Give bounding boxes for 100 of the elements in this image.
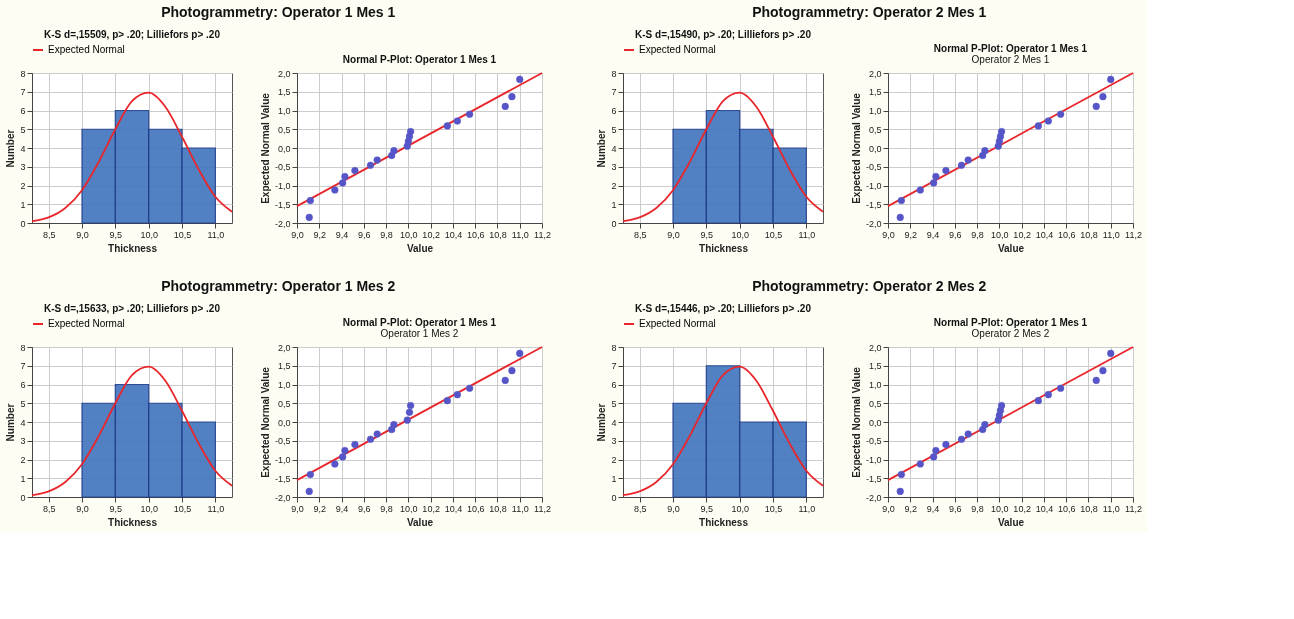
point: [1092, 376, 1100, 384]
point: [373, 430, 381, 438]
point: [341, 446, 349, 455]
x-axis-title: Thickness: [108, 242, 158, 254]
y-tick-label: -1,5: [274, 199, 291, 210]
point: [516, 349, 524, 357]
y-tick-label: -0,5: [865, 162, 882, 173]
chart-title: Normal P-Plot: Operator 1 Mes 1: [342, 54, 497, 65]
point: [897, 470, 905, 479]
x-tick-label: 10,6: [466, 229, 485, 240]
y-tick-label: -1,0: [274, 455, 291, 465]
point: [957, 435, 966, 443]
y-tick-label: -0,5: [274, 162, 291, 173]
y-tick-label: 1,5: [868, 87, 882, 98]
point: [1092, 102, 1100, 110]
point: [339, 453, 347, 461]
point: [916, 186, 924, 194]
x-tick-label: 11,2: [1125, 503, 1142, 514]
x-tick-label: 9,4: [926, 229, 940, 240]
text: Photogrammetry: Operator 1 Mes 1: [161, 3, 396, 20]
point: [466, 384, 474, 392]
y-tick-label: 3: [611, 436, 617, 447]
y-tick-label: 8: [611, 342, 617, 353]
point: [997, 401, 1006, 410]
x-tick-label: 11,0: [207, 503, 225, 514]
point: [351, 440, 359, 449]
point: [305, 487, 313, 495]
x-tick-label: 10,4: [1035, 503, 1054, 514]
point: [453, 391, 461, 399]
y-tick-label: 4: [611, 417, 617, 428]
point: [1044, 391, 1052, 399]
y-tick-label: 0,5: [277, 124, 291, 135]
y-tick-label: 2: [20, 181, 26, 191]
y-tick-label: 2,0: [868, 68, 882, 79]
y-tick-label: 1,5: [277, 87, 291, 98]
x-tick-label: 9,4: [926, 503, 940, 514]
text: Photogrammetry: Operator 1 Mes 2: [161, 277, 396, 294]
point: [1099, 367, 1107, 375]
y-tick-label: 3: [20, 162, 26, 173]
x-tick-label: 9,0: [667, 503, 680, 514]
x-tick-label: 9,2: [904, 503, 918, 514]
point: [1107, 349, 1115, 357]
y-tick-label: -1,0: [865, 181, 882, 191]
point: [443, 397, 451, 405]
y-tick-label: 1: [611, 473, 617, 484]
x-tick-label: 10,8: [1080, 503, 1098, 514]
x-tick-label: 10,8: [489, 503, 507, 514]
x-tick-label: 9,8: [971, 229, 984, 240]
y-tick-label: -2,0: [865, 218, 882, 229]
y-tick-label: -1,5: [865, 473, 882, 484]
x-axis-title: Thickness: [699, 516, 749, 528]
point: [1057, 110, 1065, 118]
point: [501, 102, 509, 110]
point: [1034, 397, 1042, 405]
x-tick-label: 10,0: [731, 503, 749, 514]
x-tick-label: 9,5: [700, 229, 714, 240]
x-axis-title: Value: [406, 242, 434, 254]
point: [366, 161, 375, 169]
x-tick-label: 10,0: [140, 229, 158, 240]
y-tick-label: 5: [611, 124, 617, 135]
x-tick-label: 10,6: [466, 503, 485, 514]
point: [508, 367, 516, 375]
x-tick-label: 9,8: [380, 503, 393, 514]
y-axis-title: Number: [5, 403, 17, 442]
point: [305, 213, 313, 221]
y-tick-label: 7: [20, 361, 26, 372]
y-tick-label: -2,0: [865, 492, 882, 503]
x-tick-label: 11,2: [1125, 229, 1142, 240]
x-tick-label: 9,2: [313, 503, 327, 514]
y-tick-label: 0,0: [277, 417, 291, 428]
point: [390, 421, 398, 429]
y-tick-label: 4: [611, 143, 617, 154]
x-tick-label: 10,8: [1080, 229, 1098, 240]
y-tick-label: 8: [20, 342, 26, 353]
point: [1107, 75, 1115, 83]
y-tick-label: 0,0: [868, 143, 882, 154]
y-tick-label: -1,5: [274, 473, 291, 484]
x-tick-label: 9,0: [76, 503, 89, 514]
text: Photogrammetry: Operator 2 Mes 1: [752, 3, 987, 20]
y-tick-label: -2,0: [274, 492, 291, 503]
x-tick-label: 10,5: [173, 503, 192, 514]
y-axis-title: Number: [596, 403, 608, 442]
y-tick-label: 0,5: [868, 124, 882, 135]
point: [306, 470, 314, 479]
y-tick-label: 0,5: [868, 398, 882, 409]
point: [331, 460, 339, 468]
y-tick-label: 1,5: [868, 361, 882, 372]
x-tick-label: 10,0: [991, 229, 1009, 240]
point: [897, 196, 905, 205]
x-tick-label: 11,0: [1102, 503, 1120, 514]
y-tick-label: 1,0: [277, 380, 291, 390]
point: [390, 147, 398, 155]
y-tick-label: -2,0: [274, 218, 291, 229]
point: [1034, 122, 1042, 130]
y-tick-label: 1,0: [868, 380, 882, 390]
y-axis-title: Number: [596, 129, 608, 168]
y-axis-title: Expected Normal Value: [259, 366, 271, 478]
x-tick-label: 8,5: [633, 503, 647, 514]
point: [942, 440, 950, 449]
x-axis-title: Value: [406, 516, 434, 528]
